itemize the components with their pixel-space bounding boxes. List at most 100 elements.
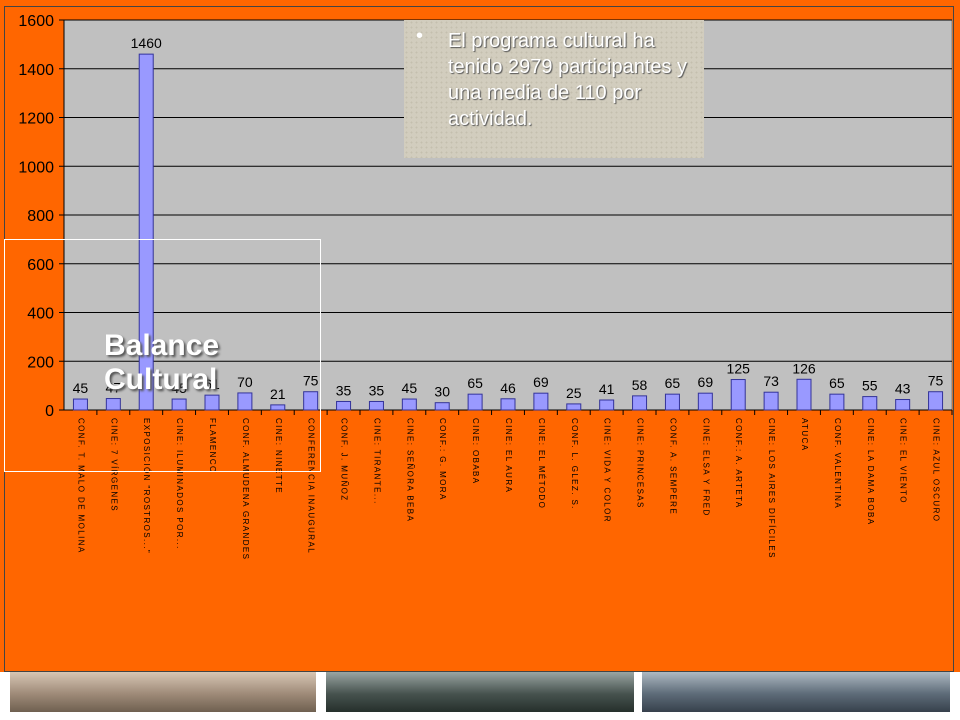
- data-label-3: 45: [171, 380, 187, 396]
- data-label-12: 65: [467, 375, 483, 391]
- category-label-22: ATUCA: [800, 418, 809, 452]
- category-label-18: CONF. A. SEMPERE: [668, 418, 677, 515]
- data-label-11: 30: [434, 384, 450, 400]
- bar-23: [829, 393, 845, 411]
- category-label-9: CINE: TIRANTE...: [372, 418, 381, 505]
- bar-4: [204, 394, 220, 411]
- bar-15: [566, 403, 582, 411]
- category-label-26: CINE: AZUL OSCURO: [932, 418, 941, 522]
- data-label-9: 35: [369, 382, 385, 398]
- photo-right: [642, 672, 950, 712]
- category-label-14: CINE: EL MÉTODO: [537, 418, 546, 509]
- data-label-19: 69: [698, 374, 714, 390]
- bar-21: [763, 391, 779, 411]
- data-label-23: 65: [829, 375, 845, 391]
- bar-5: [237, 392, 253, 411]
- bar-22: [796, 378, 812, 411]
- bar-26: [928, 391, 944, 411]
- bar-17: [632, 395, 648, 411]
- ytick-label-0: 0: [45, 403, 54, 420]
- category-label-16: CINE: VIDA Y COLOR: [603, 418, 612, 523]
- category-label-5: CONF. ALMUDENA GRANDES: [241, 418, 250, 560]
- slide-title-line1: Balance: [104, 329, 220, 362]
- bar-6: [270, 404, 286, 411]
- slide-title-line2: Cultural: [104, 363, 218, 396]
- note-bullet: •: [416, 25, 424, 47]
- bar-25: [895, 399, 911, 411]
- ytick-label-6: 1200: [18, 111, 54, 128]
- data-label-21: 73: [763, 373, 779, 389]
- data-label-25: 43: [895, 381, 911, 397]
- bar-0: [72, 398, 88, 411]
- data-label-24: 55: [862, 378, 878, 394]
- data-label-16: 41: [599, 381, 615, 397]
- data-label-20: 125: [727, 361, 751, 377]
- bar-3: [171, 398, 187, 411]
- category-label-8: CONF. J. MUÑOZ: [340, 418, 349, 502]
- photo-left: [10, 672, 316, 712]
- category-label-20: CONF.: A. ARTETA: [734, 418, 743, 509]
- data-label-8: 35: [336, 382, 352, 398]
- data-label-26: 75: [928, 373, 944, 389]
- data-label-2: 1460: [131, 35, 162, 51]
- category-label-13: CINE: EL AURA: [504, 418, 513, 493]
- ytick-label-3: 600: [27, 257, 54, 274]
- bar-1: [105, 398, 121, 411]
- bar-18: [664, 393, 680, 411]
- data-label-22: 126: [792, 360, 816, 376]
- category-label-4: FLAMENCO: [208, 418, 217, 474]
- ytick-label-8: 1600: [18, 13, 54, 30]
- bar-10: [401, 398, 417, 411]
- data-label-15: 25: [566, 385, 582, 401]
- category-label-15: CONF. L. GLEZ. S.: [570, 418, 579, 510]
- bar-12: [467, 393, 483, 411]
- bar-9: [368, 400, 384, 411]
- bar-24: [862, 396, 878, 411]
- category-label-24: CINE: LA DAMA BOBA: [866, 418, 875, 525]
- bar-7: [303, 391, 319, 411]
- category-label-7: CONFERENCIA INAUGURAL: [307, 418, 316, 554]
- category-label-3: CINE: ILUMINADOS POR...: [175, 418, 184, 550]
- data-label-0: 45: [73, 380, 89, 396]
- data-label-7: 75: [303, 373, 319, 389]
- slide-title: Balance Cultural: [104, 329, 264, 397]
- bar-14: [533, 392, 549, 411]
- ytick-label-5: 1000: [18, 159, 54, 176]
- category-label-0: CONF. T. MALO DE MOLINA: [76, 418, 85, 554]
- category-label-23: CONF. VALENTINA: [833, 418, 842, 509]
- bar-20: [730, 379, 746, 411]
- data-label-14: 69: [533, 374, 549, 390]
- data-label-4: 61: [204, 376, 220, 392]
- data-label-10: 45: [402, 380, 418, 396]
- category-label-21: CINE: LOS AIRES DIFÍCILES: [767, 418, 776, 559]
- bar-19: [697, 392, 713, 411]
- data-label-18: 65: [665, 375, 681, 391]
- bar-11: [434, 402, 450, 411]
- category-label-19: CINE: ELSA Y FRED: [701, 418, 710, 517]
- bar-8: [336, 400, 352, 411]
- ytick-label-1: 200: [27, 354, 54, 371]
- note-text: El programa cultural ha tenido 2979 part…: [448, 30, 688, 130]
- category-label-1: CINE: 7 VÍRGENES: [109, 418, 118, 512]
- category-label-25: CINE: EL VIENTO: [899, 418, 908, 504]
- photo-center: [326, 672, 634, 712]
- note-box: • El programa cultural ha tenido 2979 pa…: [404, 20, 704, 158]
- category-label-17: CINE: PRINCESAS: [636, 418, 645, 509]
- bar-13: [500, 398, 516, 411]
- data-label-13: 46: [500, 380, 516, 396]
- category-label-2: EXPOSICIÓN "ROSTROS...": [142, 418, 151, 554]
- category-label-12: CINE: OBABA: [471, 418, 480, 485]
- category-label-6: CINE: NINETTE: [274, 418, 283, 494]
- bar-16: [599, 399, 615, 411]
- data-label-1: 47: [106, 380, 122, 396]
- ytick-label-7: 1400: [18, 62, 54, 79]
- data-label-5: 70: [237, 374, 253, 390]
- category-label-10: CINE: SEÑORA BEBA: [405, 418, 414, 522]
- photo-strip: [0, 672, 960, 720]
- data-label-6: 21: [270, 386, 286, 402]
- ytick-label-4: 800: [27, 208, 54, 225]
- category-label-11: CONF.: G. MORA: [438, 418, 447, 501]
- bar-2: [138, 53, 154, 411]
- data-label-17: 58: [632, 377, 648, 393]
- title-placeholder-box: [4, 239, 321, 472]
